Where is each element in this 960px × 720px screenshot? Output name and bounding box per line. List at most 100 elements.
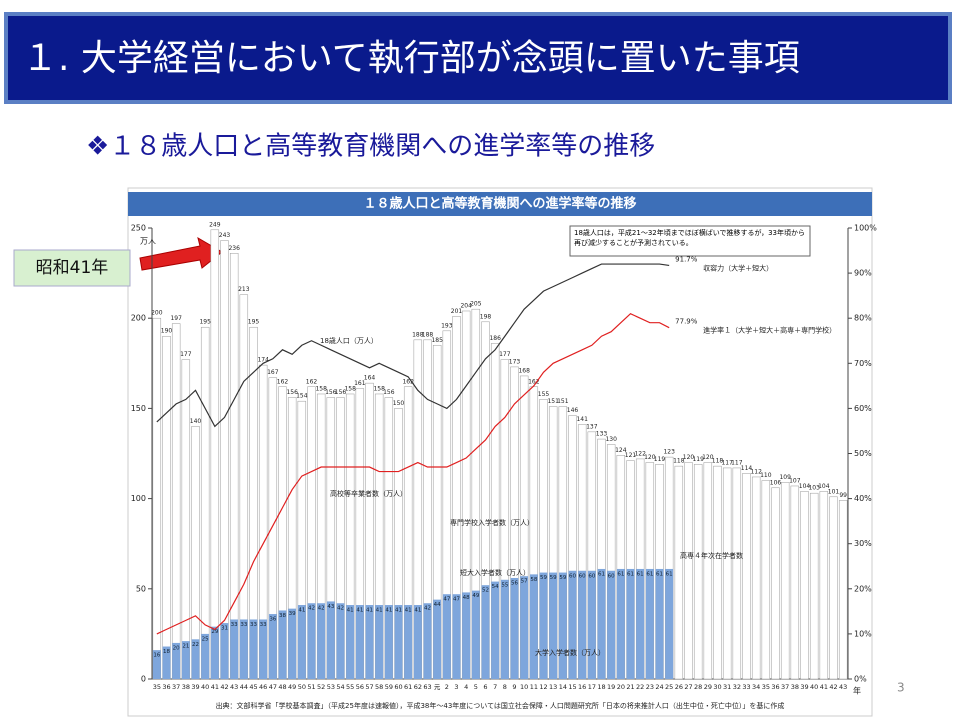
bar-value-label: 195 xyxy=(248,319,260,326)
bar-value-label: 177 xyxy=(499,351,511,358)
x-tick-label: 43 xyxy=(839,683,847,691)
bar-value-label: 104 xyxy=(799,483,811,490)
x-tick-label: 55 xyxy=(346,683,354,691)
bar xyxy=(230,619,239,679)
note-box xyxy=(569,225,811,257)
bar-value-label: 156 xyxy=(335,389,347,396)
y2-tick-label: 60% xyxy=(854,404,872,413)
bar xyxy=(210,626,219,679)
bar xyxy=(578,570,587,679)
bar xyxy=(693,464,703,680)
annotation: 高専４年次在学者数 xyxy=(680,551,743,560)
page-number: 3 xyxy=(897,681,905,695)
bar-value-label: 137 xyxy=(586,423,598,430)
bar xyxy=(471,590,480,679)
x-tick-label: 8 xyxy=(503,683,507,691)
bar xyxy=(481,585,490,679)
bar-inner-label: 42 xyxy=(337,606,344,612)
slide-subtitle: ❖１８歳人口と高等教育機関への進学率等の推移 xyxy=(86,132,655,162)
bar-value-label: 112 xyxy=(750,468,762,475)
y-tick-label: 150 xyxy=(131,404,146,413)
x-tick-label: 20 xyxy=(617,683,625,691)
bar-inner-label: 42 xyxy=(424,606,431,612)
bar-value-label: 106 xyxy=(770,479,782,486)
x-tick-label: 50 xyxy=(298,683,306,691)
bar-value-label: 167 xyxy=(267,369,279,376)
x-tick-label: 17 xyxy=(588,683,596,691)
bar-inner-label: 60 xyxy=(588,573,595,579)
bar-inner-label: 41 xyxy=(366,608,373,614)
x-tick-label: 28 xyxy=(694,683,702,691)
bar xyxy=(220,623,229,679)
bar xyxy=(722,467,732,680)
x-tick-label: 7 xyxy=(493,683,497,691)
bar-inner-label: 44 xyxy=(434,602,441,608)
bar xyxy=(239,619,248,679)
x-tick-label: 23 xyxy=(646,683,654,691)
bar xyxy=(268,614,277,679)
y-tick-label: 50 xyxy=(136,584,146,593)
bar-value-label: 155 xyxy=(538,391,550,398)
x-tick-label: 40 xyxy=(201,683,209,691)
y2-tick-label: 10% xyxy=(854,629,872,638)
bar xyxy=(751,476,761,680)
bar-value-label: 190 xyxy=(161,328,173,335)
bar xyxy=(549,572,558,679)
x-tick-label: 25 xyxy=(665,683,673,691)
bar xyxy=(655,568,664,679)
bar xyxy=(307,603,316,679)
slide-title: １. 大学経営において執行部が念頭に置いた事項 xyxy=(22,38,800,79)
bar xyxy=(442,594,451,679)
bar-inner-label: 61 xyxy=(637,571,644,577)
bar-value-label: 119 xyxy=(654,456,666,463)
source: 出典：文部科学省「学校基本調査」（平成25年度は速報値），平成38年～43年度に… xyxy=(216,701,785,710)
bar-inner-label: 41 xyxy=(395,608,402,614)
bar-value-label: 156 xyxy=(383,389,395,396)
bar xyxy=(462,592,471,679)
x-tick-label: 36 xyxy=(771,683,779,691)
bar-value-label: 164 xyxy=(364,375,376,382)
x-tick-label: 40 xyxy=(810,683,818,691)
x-tick-label: 18 xyxy=(597,683,605,691)
x-tick-label: 53 xyxy=(327,683,335,691)
bar-value-label: 188 xyxy=(412,331,424,338)
bar xyxy=(771,487,780,680)
x-tick-label: 56 xyxy=(356,683,364,691)
bar xyxy=(181,641,190,679)
x-tick-label: 35 xyxy=(153,683,161,691)
x-tick-label: 35 xyxy=(762,683,770,691)
y2-tick-label: 40% xyxy=(854,494,872,503)
bar xyxy=(404,605,413,679)
bar-inner-label: 25 xyxy=(202,636,209,642)
y-tick-label: 100 xyxy=(131,494,146,503)
bar-value-label: 110 xyxy=(760,472,772,479)
y-tick-label: 0 xyxy=(141,675,146,684)
x-tick-label: 42 xyxy=(220,683,228,691)
x-tick-label: 22 xyxy=(636,683,644,691)
bar xyxy=(568,570,577,679)
bar xyxy=(346,605,355,679)
x-tick-label: 46 xyxy=(259,683,267,691)
x-tick-label: 12 xyxy=(539,683,547,691)
y2-tick-label: 30% xyxy=(854,539,872,548)
bar xyxy=(829,496,838,680)
bar xyxy=(423,603,432,679)
bar-value-label: 213 xyxy=(238,286,250,293)
bar-inner-label: 39 xyxy=(289,611,296,617)
bar-value-label: 158 xyxy=(344,385,356,392)
y-tick-label: 200 xyxy=(131,314,146,323)
bar xyxy=(229,253,239,680)
bar-inner-label: 42 xyxy=(318,606,325,612)
bar-inner-label: 59 xyxy=(540,575,547,581)
x-tick-label: 49 xyxy=(288,683,296,691)
bar-value-label: 188 xyxy=(422,331,434,338)
bar-value-label: 123 xyxy=(663,449,675,456)
bar xyxy=(433,599,442,679)
bar-value-label: 133 xyxy=(596,431,608,438)
line xyxy=(156,312,670,635)
bar xyxy=(317,603,326,679)
bar xyxy=(703,462,713,680)
bar xyxy=(529,574,538,679)
annotation: 18歳人口（万人） xyxy=(320,336,378,345)
bar xyxy=(375,605,384,679)
